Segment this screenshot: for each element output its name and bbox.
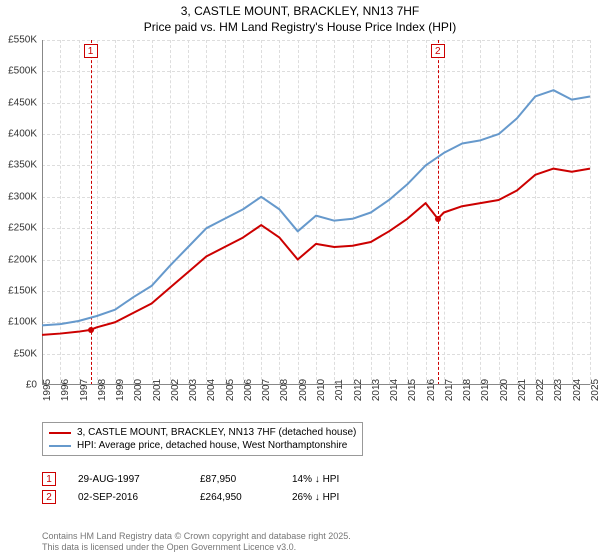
sale-price: £87,950 (200, 474, 270, 485)
sale-price: £264,950 (200, 492, 270, 503)
sale-marker-box: 2 (42, 490, 56, 504)
chart-container: 3, CASTLE MOUNT, BRACKLEY, NN13 7HF Pric… (0, 0, 600, 560)
sale-date: 02-SEP-2016 (78, 492, 178, 503)
sale-delta: 14% ↓ HPI (292, 474, 382, 485)
sales-table: 1 29-AUG-1997 £87,950 14% ↓ HPI 2 02-SEP… (42, 470, 382, 506)
legend-label: 3, CASTLE MOUNT, BRACKLEY, NN13 7HF (det… (77, 427, 356, 438)
line-series (42, 40, 590, 385)
sale-row: 2 02-SEP-2016 £264,950 26% ↓ HPI (42, 488, 382, 506)
legend: 3, CASTLE MOUNT, BRACKLEY, NN13 7HF (det… (42, 422, 363, 456)
title-line-1: 3, CASTLE MOUNT, BRACKLEY, NN13 7HF (0, 4, 600, 20)
legend-item: 3, CASTLE MOUNT, BRACKLEY, NN13 7HF (det… (49, 426, 356, 439)
legend-swatch (49, 445, 71, 447)
attribution-line: Contains HM Land Registry data © Crown c… (42, 531, 351, 543)
legend-swatch (49, 432, 71, 434)
title-line-2: Price paid vs. HM Land Registry's House … (0, 20, 600, 36)
sale-delta: 26% ↓ HPI (292, 492, 382, 503)
attribution: Contains HM Land Registry data © Crown c… (42, 531, 351, 554)
attribution-line: This data is licensed under the Open Gov… (42, 542, 351, 554)
legend-label: HPI: Average price, detached house, West… (77, 440, 347, 451)
chart-title: 3, CASTLE MOUNT, BRACKLEY, NN13 7HF Pric… (0, 0, 600, 35)
sale-date: 29-AUG-1997 (78, 474, 178, 485)
sale-marker-box: 1 (42, 472, 56, 486)
legend-item: HPI: Average price, detached house, West… (49, 439, 356, 452)
sale-row: 1 29-AUG-1997 £87,950 14% ↓ HPI (42, 470, 382, 488)
